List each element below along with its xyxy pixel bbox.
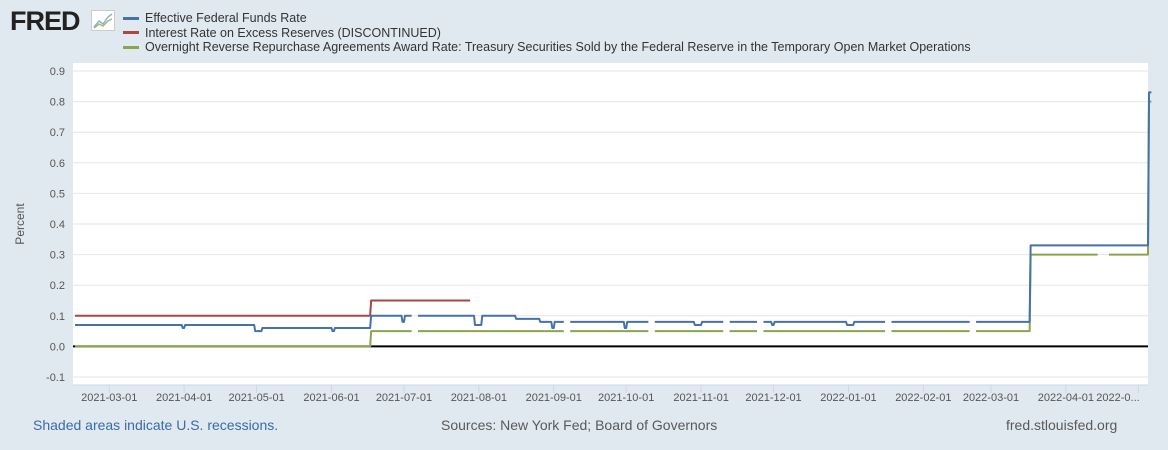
y-tick-label: 0.3 — [50, 250, 65, 262]
y-tick-label: 0.9 — [50, 66, 65, 78]
sources-note: Sources: New York Fed; Board of Governor… — [441, 417, 718, 433]
series-line-1 — [75, 299, 471, 317]
x-tick-label: 2021-10-01 — [598, 392, 654, 404]
y-tick-label: -0.1 — [46, 372, 65, 384]
x-tick-label: 2022-03-01 — [963, 392, 1019, 404]
y-tick-label: 0.8 — [50, 97, 65, 109]
fred-logo-graph-icon — [91, 10, 115, 31]
legend-item-effr[interactable]: Effective Federal Funds Rate — [123, 11, 971, 26]
y-axis-label: Percent — [13, 203, 27, 245]
chart-plot: 0.9 0.8 0.7 0.6 0.5 0.4 0.3 0.2 0.1 0.0 -0.1 2021-0… — [13, 63, 1152, 404]
x-tick-label: 2022-01-01 — [820, 392, 876, 404]
y-tick-label: 0.6 — [50, 158, 65, 170]
legend-label: Effective Federal Funds Rate — [145, 11, 307, 25]
x-tick-label: 2021-06-01 — [303, 392, 359, 404]
legend-label: Overnight Reverse Repurchase Agreements … — [145, 40, 971, 54]
recessions-note[interactable]: Shaded areas indicate U.S. recessions. — [33, 417, 279, 433]
x-tick-label: 2022-04-01 — [1038, 392, 1094, 404]
x-tick-label: 2021-05-01 — [228, 392, 284, 404]
x-tick-label: 2021-08-01 — [451, 392, 507, 404]
x-tick-label: 2021-03-01 — [81, 392, 137, 404]
y-tick-label: 0.4 — [50, 219, 65, 231]
legend-label: Interest Rate on Excess Reserves (DISCON… — [145, 25, 441, 40]
site-link[interactable]: fred.stlouisfed.org — [1006, 417, 1118, 433]
y-tick-label: 0.7 — [50, 127, 65, 139]
legend-swatch — [123, 31, 139, 35]
y-tick-label: 0.2 — [50, 280, 65, 292]
x-tick-label: 2021-12-01 — [745, 392, 801, 404]
x-tick-label: 2021-09-01 — [526, 392, 582, 404]
chart-legend: Effective Federal Funds Rate Interest Ra… — [123, 11, 971, 55]
legend-item-ioer[interactable]: Interest Rate on Excess Reserves (DISCON… — [123, 26, 971, 41]
x-tick-label: 2021-11-01 — [673, 392, 728, 404]
x-tick-label: 2021-07-01 — [376, 392, 432, 404]
legend-swatch — [123, 45, 139, 49]
legend-swatch — [123, 16, 139, 20]
fred-logo[interactable]: FRED — [10, 6, 80, 36]
series-line-0 — [75, 91, 1152, 333]
x-tick-label: 2022-02-01 — [895, 392, 951, 404]
y-tick-label: 0.5 — [50, 188, 65, 200]
x-tick-label: 2022-0... — [1096, 392, 1139, 404]
legend-item-rrp[interactable]: Overnight Reverse Repurchase Agreements … — [123, 40, 971, 55]
y-tick-label: 0.1 — [50, 311, 65, 323]
y-tick-label: 0.0 — [50, 341, 65, 353]
x-tick-label: 2021-04-01 — [156, 392, 212, 404]
